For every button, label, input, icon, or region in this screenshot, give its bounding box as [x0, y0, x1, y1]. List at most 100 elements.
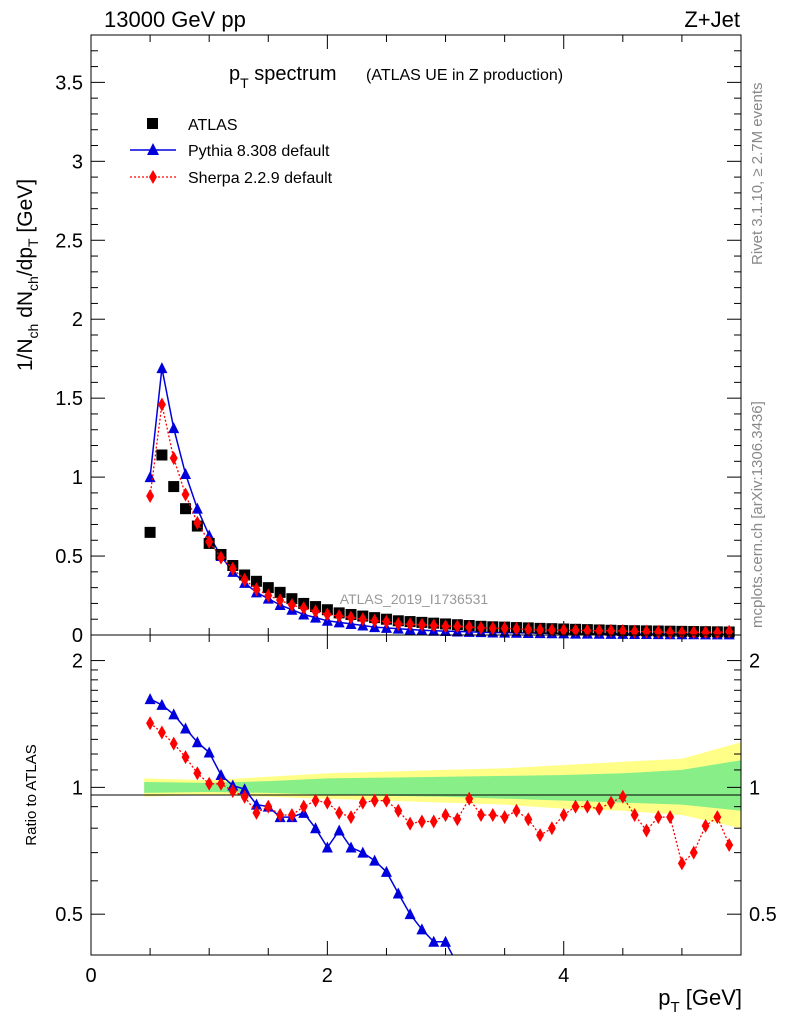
ratio-sherpa-point — [547, 821, 556, 836]
main-sherpa-point — [323, 607, 332, 622]
ratio-pythia-point — [310, 822, 322, 834]
ratio-y-tick-label: 1 — [72, 777, 83, 799]
ratio-sherpa-point — [725, 837, 734, 852]
ratio-pythia-point — [168, 708, 180, 720]
ratio-sherpa-point — [370, 793, 379, 808]
main-sherpa-point — [299, 601, 308, 616]
main-atlas-point — [156, 449, 168, 461]
legend-pythia-marker — [147, 143, 159, 155]
main-atlas-point — [180, 503, 192, 515]
x-axis-label-sub: T — [670, 999, 679, 1016]
ratio-sherpa-point — [595, 801, 604, 816]
legend-atlas-label: ATLAS — [188, 117, 238, 134]
ratio-sherpa-point — [311, 793, 320, 808]
main-sherpa-point — [382, 614, 391, 629]
main-sherpa-point — [335, 609, 344, 624]
ratio-pythia-point — [357, 846, 369, 858]
ratio-uncertainty-bands — [144, 742, 741, 829]
legend-atlas-marker — [147, 118, 158, 129]
ratio-sherpa-point — [607, 795, 615, 810]
ratio-sherpa-point — [477, 807, 485, 822]
ratio-sherpa-point — [571, 799, 580, 814]
main-sherpa-point — [252, 582, 261, 597]
ratio-sherpa-point — [500, 810, 509, 825]
ratio-sherpa-point — [453, 812, 462, 827]
main-sherpa-point — [465, 620, 474, 635]
ratio-y-tick-label: 0.5 — [55, 904, 83, 926]
main-atlas-point — [262, 582, 274, 594]
main-sherpa-point — [595, 623, 604, 638]
ratio-sherpa-point — [146, 716, 155, 731]
header-left: 13000 GeV pp — [104, 7, 246, 32]
main-y-tick-label: 1 — [72, 467, 83, 489]
ratio-pythia-point — [215, 768, 227, 780]
x-axis-label-unit: [GeV] — [680, 985, 742, 1010]
ratio-pythia-point — [440, 935, 452, 947]
x-axis-label: pT [GeV] — [658, 985, 742, 1016]
main-y-axis-label: 1/Nch dNch/dpT [GeV] — [14, 179, 41, 371]
ratio-sherpa-point — [193, 766, 202, 781]
ratio-pythia-point — [239, 783, 251, 795]
main-sherpa-point — [205, 534, 214, 549]
ratio-sherpa-point — [240, 789, 249, 804]
main-sherpa-point — [169, 451, 178, 466]
main-sherpa-point — [358, 612, 367, 627]
ratio-sherpa-point — [323, 795, 332, 810]
main-sherpa-point — [347, 610, 355, 625]
main-sherpa-point — [406, 617, 415, 632]
ratio-pythia-point — [369, 854, 381, 866]
ratio-sherpa-point — [417, 814, 426, 829]
ratio-y-axis-label: Ratio to ATLAS — [23, 744, 40, 845]
plot-title-main2: spectrum — [249, 63, 337, 85]
ratio-sherpa-point — [228, 784, 237, 799]
ratio-sherpa-point — [512, 803, 521, 818]
ratio-y-ticks: 0.5 0.5 1 1 2 2 — [55, 651, 777, 927]
ratio-y-tick-label-right: 1 — [749, 777, 760, 799]
ratio-pythia-point — [180, 722, 192, 734]
ratio-sherpa-point — [347, 810, 355, 825]
main-sherpa-point — [240, 572, 249, 587]
x-tick-label: 0 — [85, 965, 96, 987]
ratio-pythia-point — [191, 736, 203, 748]
ratio-sherpa-point — [264, 799, 273, 814]
ratio-pythia-point — [321, 841, 333, 853]
main-sherpa-point — [713, 625, 722, 640]
main-sherpa-point — [477, 620, 485, 635]
main-atlas-point — [168, 481, 180, 493]
main-y-tick-label: 3 — [72, 151, 83, 173]
main-sherpa-point — [701, 625, 710, 640]
ratio-sherpa-point — [382, 793, 391, 808]
ratio-sherpa-point — [677, 856, 686, 871]
ratio-sherpa-point — [441, 807, 450, 822]
ratio-sherpa-point — [524, 812, 533, 827]
main-sherpa-point — [666, 625, 675, 640]
ratio-sherpa-point — [299, 799, 308, 814]
main-pythia-point — [144, 471, 156, 483]
main-sherpa-point — [417, 617, 426, 632]
main-series-layer — [144, 362, 735, 640]
ratio-y-tick-label: 2 — [72, 651, 83, 673]
ratio-sherpa-point — [335, 805, 344, 820]
main-sherpa-point — [394, 616, 403, 631]
main-sherpa-point — [607, 623, 615, 638]
main-pythia-point — [168, 422, 180, 434]
main-sherpa-point — [276, 593, 285, 608]
ratio-sherpa-point — [287, 807, 296, 822]
ratio-inner-band — [144, 760, 741, 811]
ratio-sherpa-point — [276, 807, 285, 822]
ratio-sherpa-point — [394, 803, 403, 818]
ratio-pythia-line — [149, 698, 454, 955]
ratio-pythia-point — [144, 693, 156, 705]
main-sherpa-point — [536, 622, 545, 637]
main-atlas-point — [144, 526, 156, 538]
ratio-pythia-point — [380, 865, 392, 877]
legend-sherpa-marker — [149, 170, 157, 184]
ratio-sherpa-point — [536, 828, 545, 843]
ratio-panel: 0.5 0.5 1 1 2 2 0 2 4 Ratio to ATLAS pT [GeV] — [23, 634, 777, 1016]
main-pythia-point — [180, 467, 192, 479]
ratio-pythia-point — [416, 923, 428, 935]
main-sherpa-point — [559, 623, 568, 638]
main-sherpa-point — [547, 623, 556, 638]
main-sherpa-point — [370, 613, 379, 628]
ratio-pythia-point — [428, 935, 440, 947]
